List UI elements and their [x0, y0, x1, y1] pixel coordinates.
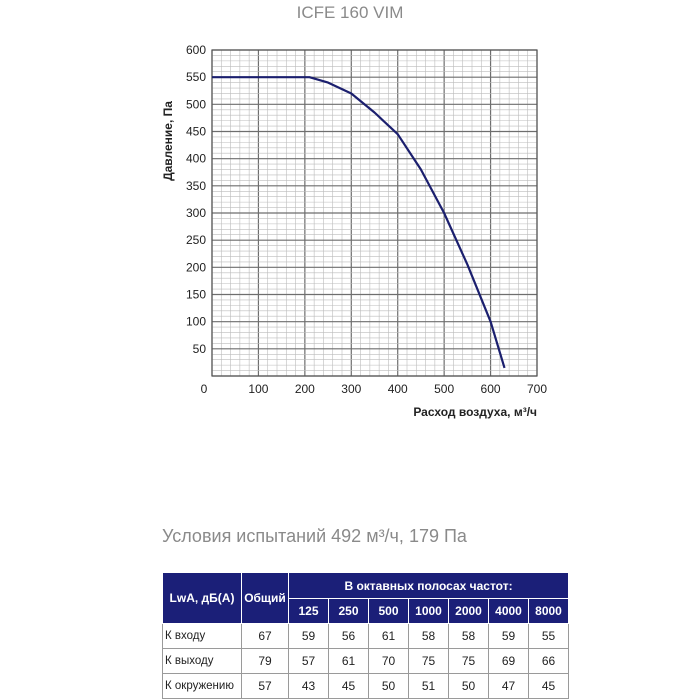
band-value-cell: 59	[488, 623, 529, 649]
band-value-cell: 70	[368, 648, 409, 674]
x-tick-label: 100	[248, 382, 268, 396]
band-value-cell: 45	[328, 673, 369, 699]
freq-header: 8000	[528, 598, 569, 624]
y-tick-label: 250	[186, 233, 206, 247]
sound-power-table: LwA, дБ(A) Общий В октавных полосах част…	[162, 572, 569, 699]
table-row: К выходу 79 57 61 70 75 75 69 66	[162, 648, 569, 674]
band-value-cell: 75	[408, 648, 449, 674]
total-cell: 79	[241, 648, 289, 674]
row-label: К выходу	[162, 648, 242, 674]
freq-header: 2000	[448, 598, 489, 624]
fan-curve-line	[212, 76, 506, 369]
band-value-cell: 59	[288, 623, 329, 649]
freq-header: 500	[368, 598, 409, 624]
table-row: К входу 67 59 56 61 58 58 59 55	[162, 623, 569, 649]
y-tick-label: 150	[186, 288, 206, 302]
freq-header-row: 125 250 500 1000 2000 4000 8000	[163, 598, 569, 624]
table-row: К окружению 57 43 45 50 51 50 47 45	[162, 673, 569, 699]
band-value-cell: 51	[408, 673, 449, 699]
col-header-total: Общий	[241, 572, 289, 624]
band-value-cell: 66	[528, 648, 569, 674]
band-value-cell: 50	[368, 673, 409, 699]
y-tick-label: 550	[186, 70, 206, 84]
col-header-lwa: LwA, дБ(A)	[162, 572, 242, 624]
band-value-cell: 50	[448, 673, 489, 699]
band-value-cell: 61	[328, 648, 369, 674]
band-value-cell: 45	[528, 673, 569, 699]
freq-header: 250	[328, 598, 369, 624]
band-value-cell: 55	[528, 623, 569, 649]
y-tick-label: 50	[193, 342, 207, 356]
band-value-cell: 43	[288, 673, 329, 699]
y-tick-label: 200	[186, 260, 206, 274]
row-label: К входу	[162, 623, 242, 649]
table-body: К входу 67 59 56 61 58 58 59 55 К выходу 79 57 61 70 7…	[162, 623, 569, 699]
band-value-cell: 56	[328, 623, 369, 649]
freq-header: 125	[288, 598, 329, 624]
y-tick-label: 500	[186, 97, 206, 111]
freq-header: 4000	[488, 598, 529, 624]
x-axis-label: Расход воздуха, м³/ч	[413, 405, 537, 419]
plot-border	[211, 49, 538, 377]
x-tick-label: 300	[341, 382, 361, 396]
x-tick-label: 400	[388, 382, 408, 396]
freq-header: 1000	[408, 598, 449, 624]
x-tick-label: 500	[434, 382, 454, 396]
total-cell: 67	[241, 623, 289, 649]
band-value-cell: 61	[368, 623, 409, 649]
col-header-octave-bands: В октавных полосах частот:	[288, 572, 569, 599]
band-value-cell: 47	[488, 673, 529, 699]
y-tick-label: 350	[186, 179, 206, 193]
y-tick-label: 450	[186, 125, 206, 139]
x-tick-label: 600	[481, 382, 501, 396]
band-value-cell: 75	[448, 648, 489, 674]
y-tick-label: 300	[186, 206, 206, 220]
total-cell: 57	[241, 673, 289, 699]
x-tick-label: 700	[527, 382, 547, 396]
chart-title: ICFE 160 VIM	[296, 3, 404, 22]
pressure-flow-chart: 0 100 200 300 400 500 600 700 50 100 150 200 250 300 3…	[161, 43, 547, 419]
x-tick-label: 200	[295, 382, 315, 396]
band-value-cell: 58	[408, 623, 449, 649]
band-value-cell: 58	[448, 623, 489, 649]
y-axis-label: Давление, Па	[161, 101, 175, 181]
y-tick-label: 100	[186, 315, 206, 329]
row-label: К окружению	[162, 673, 242, 699]
band-value-cell: 69	[488, 648, 529, 674]
y-tick-label: 600	[186, 43, 206, 57]
x-tick-label: 0	[201, 382, 208, 396]
test-conditions: Условия испытаний 492 м³/ч, 179 Па	[162, 526, 467, 546]
band-value-cell: 57	[288, 648, 329, 674]
y-tick-label: 400	[186, 152, 206, 166]
